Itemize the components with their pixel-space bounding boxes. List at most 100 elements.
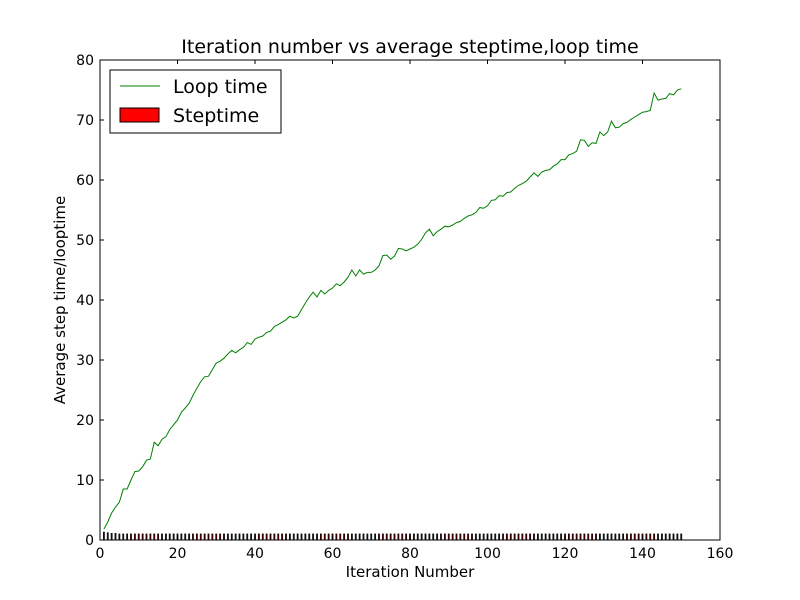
steptime-bar bbox=[401, 533, 404, 541]
steptime-bar bbox=[560, 533, 563, 541]
steptime-bar bbox=[509, 533, 512, 541]
steptime-bar bbox=[164, 533, 167, 541]
steptime-bar bbox=[606, 533, 609, 541]
steptime-bar bbox=[223, 533, 225, 541]
steptime-bar bbox=[498, 533, 501, 541]
steptime-bar bbox=[459, 533, 462, 541]
steptime-bar bbox=[575, 533, 578, 541]
steptime-bar bbox=[521, 533, 524, 541]
steptime-bar bbox=[474, 533, 477, 541]
steptime-bar bbox=[668, 533, 671, 541]
y-tick-label: 40 bbox=[76, 293, 94, 309]
steptime-bar bbox=[381, 533, 384, 541]
steptime-bar bbox=[219, 533, 222, 541]
steptime-bar bbox=[525, 533, 528, 541]
steptime-bar bbox=[335, 533, 338, 541]
steptime-bar bbox=[118, 533, 121, 541]
steptime-bar bbox=[242, 533, 245, 541]
steptime-bar bbox=[358, 533, 361, 541]
x-tick-label: 40 bbox=[246, 546, 264, 562]
y-tick-label: 10 bbox=[76, 473, 94, 489]
steptime-bar bbox=[323, 533, 326, 541]
steptime-bar bbox=[195, 533, 198, 541]
steptime-bar bbox=[587, 533, 590, 541]
steptime-bar bbox=[354, 533, 357, 541]
steptime-bar bbox=[362, 533, 365, 541]
steptime-bar bbox=[157, 533, 160, 541]
steptime-bar bbox=[463, 533, 466, 541]
x-axis-title: Iteration Number bbox=[346, 563, 475, 581]
steptime-bar bbox=[211, 533, 214, 541]
steptime-bar bbox=[567, 533, 570, 541]
legend-label-steptime: Steptime bbox=[173, 105, 259, 127]
steptime-bar bbox=[629, 533, 632, 541]
steptime-bar bbox=[440, 533, 442, 541]
steptime-bar bbox=[645, 533, 648, 541]
steptime-bar bbox=[172, 533, 175, 541]
steptime-bar bbox=[319, 533, 322, 541]
steptime-bar bbox=[540, 533, 543, 541]
steptime-bar bbox=[300, 533, 303, 541]
y-tick-label: 20 bbox=[76, 413, 94, 429]
y-tick-label: 60 bbox=[76, 173, 94, 189]
x-axis-ticks: 0 20 40 60 80 100 120 140 160 bbox=[96, 60, 734, 562]
steptime-bar bbox=[513, 533, 516, 541]
steptime-bar bbox=[591, 533, 594, 541]
steptime-bar bbox=[207, 533, 210, 541]
y-tick-label: 80 bbox=[76, 53, 94, 69]
steptime-bar bbox=[110, 533, 113, 541]
steptime-bar bbox=[494, 533, 497, 541]
steptime-bar bbox=[292, 533, 295, 541]
plot-background bbox=[100, 60, 720, 540]
steptime-bar bbox=[130, 533, 132, 541]
steptime-bar bbox=[389, 533, 392, 541]
steptime-bar bbox=[273, 533, 276, 541]
steptime-bar bbox=[672, 533, 675, 541]
steptime-bar bbox=[343, 533, 346, 541]
steptime-bar bbox=[374, 533, 377, 541]
steptime-bar bbox=[281, 533, 284, 541]
steptime-bar bbox=[633, 533, 636, 541]
x-tick-label: 160 bbox=[707, 546, 734, 562]
steptime-bar bbox=[428, 533, 431, 541]
steptime-bar bbox=[583, 533, 586, 541]
steptime-bar bbox=[657, 533, 659, 541]
steptime-bar bbox=[296, 533, 299, 541]
steptime-bar bbox=[168, 533, 171, 541]
steptime-bar bbox=[312, 533, 315, 541]
steptime-bar bbox=[261, 533, 264, 541]
x-tick-label: 100 bbox=[474, 546, 501, 562]
steptime-bar bbox=[664, 533, 667, 541]
steptime-bar bbox=[505, 533, 508, 541]
y-axis-title: Average step time/looptime bbox=[51, 196, 69, 404]
y-tick-label: 50 bbox=[76, 233, 94, 249]
steptime-bar bbox=[149, 533, 152, 541]
steptime-bar bbox=[602, 533, 605, 541]
steptime-bar bbox=[451, 533, 454, 541]
steptime-bar bbox=[680, 533, 683, 541]
steptime-bar bbox=[285, 533, 287, 541]
steptime-bar bbox=[234, 533, 237, 541]
steptime-bar bbox=[579, 533, 582, 541]
steptime-bar bbox=[203, 533, 206, 541]
steptime-bar bbox=[316, 533, 318, 541]
steptime-bar bbox=[424, 533, 427, 541]
steptime-bar bbox=[502, 533, 504, 541]
steptime-bar bbox=[478, 533, 481, 541]
steptime-bar bbox=[544, 533, 547, 541]
steptime-bar bbox=[192, 533, 194, 541]
steptime-bar bbox=[649, 533, 652, 541]
steptime-bar bbox=[595, 533, 597, 541]
steptime-bar bbox=[610, 533, 613, 541]
steptime-bar bbox=[556, 533, 559, 541]
steptime-bar bbox=[626, 533, 628, 541]
steptime-bar bbox=[327, 533, 330, 541]
steptime-bar bbox=[238, 533, 241, 541]
steptime-bar bbox=[188, 533, 191, 541]
steptime-bar bbox=[614, 533, 617, 541]
steptime-bar bbox=[347, 533, 349, 541]
steptime-bar bbox=[304, 533, 307, 541]
steptime-bar bbox=[467, 533, 470, 541]
steptime-bar bbox=[471, 533, 473, 541]
steptime-bar bbox=[339, 533, 342, 541]
